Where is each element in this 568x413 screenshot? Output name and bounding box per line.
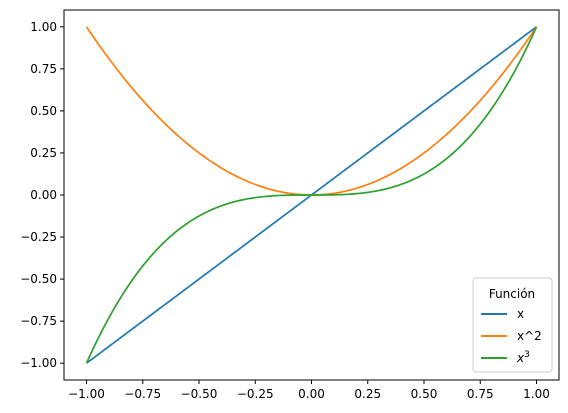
x-tick-label: 1.00	[523, 387, 550, 401]
legend-label-x-cubed: x3	[516, 350, 530, 365]
y-tick-label: 0.50	[30, 104, 57, 118]
x-tick-label: 0.00	[298, 387, 325, 401]
y-tick-label: −1.00	[20, 356, 57, 370]
x-tick-label: 0.25	[354, 387, 381, 401]
legend: Función x x^2 x3	[472, 277, 553, 373]
plot-frame	[63, 9, 560, 381]
legend-title: Función	[489, 287, 535, 301]
legend-label-x-squared: x^2	[517, 329, 542, 343]
x-axis-ticks: −1.00 −0.75 −0.50 −0.25 0.00 0.25 0.50 0.75 1.00	[68, 380, 550, 401]
y-tick-label: 1.00	[30, 20, 57, 34]
y-tick-label: −0.75	[20, 314, 57, 328]
x-tick-label: −0.25	[237, 387, 274, 401]
y-axis-ticks: −1.00 −0.75 −0.50 −0.25 0.00 0.25 0.50 0.75 1.00	[20, 20, 64, 370]
legend-label-x: x	[517, 307, 524, 321]
x-tick-label: 0.75	[467, 387, 494, 401]
x-tick-label: −0.50	[181, 387, 218, 401]
x-tick-label: −1.00	[68, 387, 105, 401]
y-tick-label: −0.50	[20, 272, 57, 286]
x-tick-label: −0.75	[124, 387, 161, 401]
y-tick-label: −0.25	[20, 230, 57, 244]
series-layer	[85, 26, 538, 364]
series-line-x-cubed	[85, 26, 538, 364]
y-tick-label: 0.25	[30, 146, 57, 160]
x-tick-label: 0.50	[411, 387, 438, 401]
y-tick-label: 0.75	[30, 62, 57, 76]
y-tick-label: 0.00	[30, 188, 57, 202]
legend-box	[472, 277, 553, 373]
